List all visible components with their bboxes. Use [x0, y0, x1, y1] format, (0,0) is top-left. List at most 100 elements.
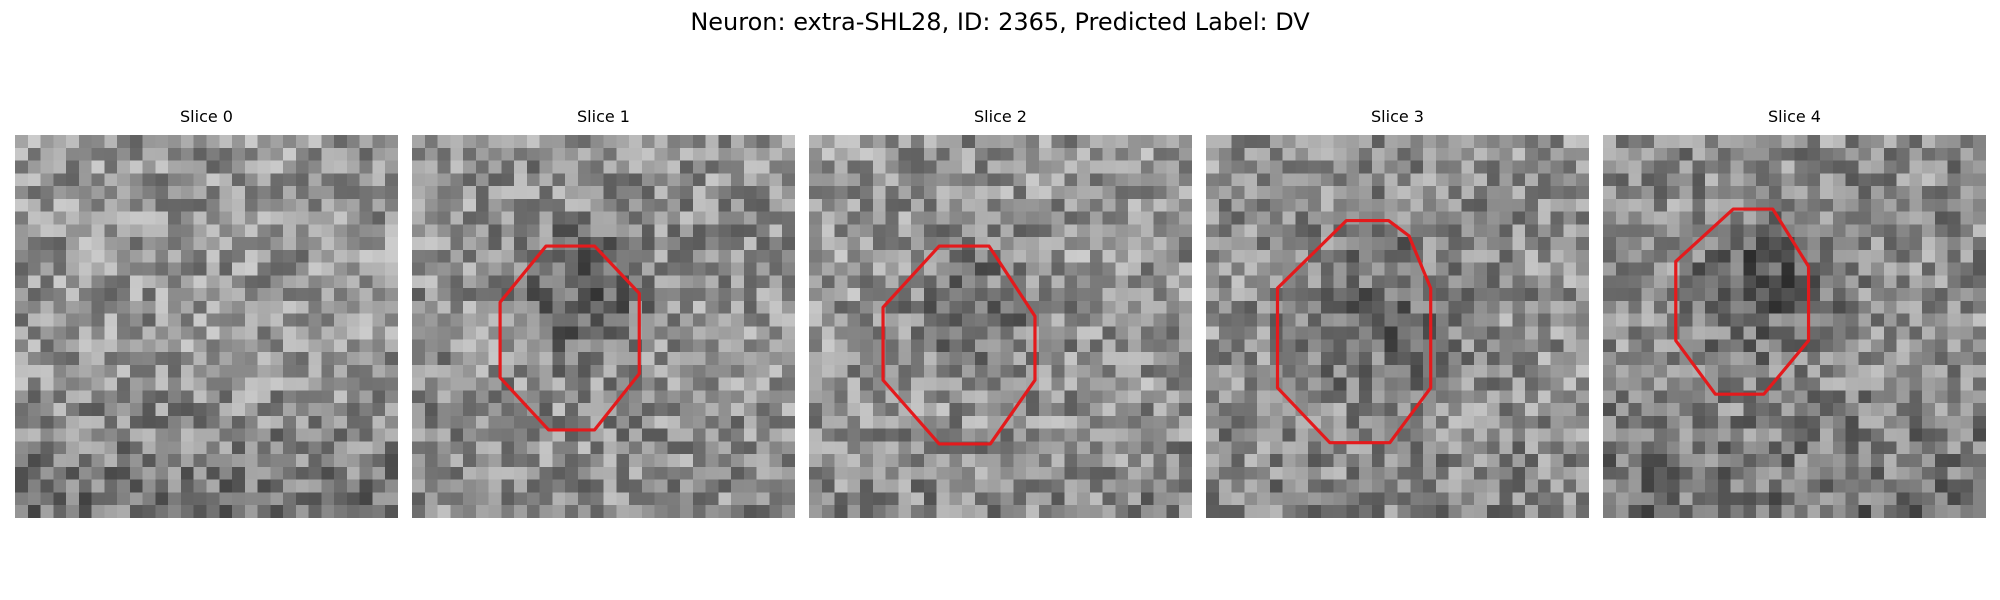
image-pixel [359, 135, 373, 149]
image-pixel [949, 262, 963, 276]
image-pixel [885, 505, 899, 518]
image-pixel [206, 275, 220, 289]
image-pixel [1525, 262, 1539, 276]
image-pixel [257, 160, 271, 174]
image-pixel [974, 160, 988, 174]
image-pixel [372, 326, 386, 340]
image-pixel [372, 288, 386, 302]
image-pixel [1692, 288, 1706, 302]
image-pixel [1960, 390, 1974, 404]
image-pixel [1947, 288, 1961, 302]
image-pixel [577, 249, 591, 263]
image-pixel [1371, 288, 1385, 302]
image-pixel [359, 211, 373, 225]
image-pixel [1654, 211, 1668, 225]
image-pixel [372, 377, 386, 391]
image-pixel [1679, 352, 1693, 366]
image-pixel [1038, 313, 1052, 327]
image-pixel [1794, 428, 1808, 442]
image-pixel [987, 186, 1001, 200]
image-pixel [1883, 249, 1897, 263]
image-pixel [180, 479, 194, 493]
image-pixel [1512, 479, 1526, 493]
image-pixel [1295, 160, 1309, 174]
image-pixel [1794, 275, 1808, 289]
image-pixel [1257, 390, 1271, 404]
image-pixel [27, 249, 41, 263]
image-pixel [1218, 479, 1232, 493]
image-pixel [1140, 415, 1154, 429]
image-pixel [308, 173, 322, 187]
image-pixel [1512, 262, 1526, 276]
image-pixel [1244, 505, 1258, 518]
image-pixel [590, 160, 604, 174]
image-pixel [270, 249, 284, 263]
image-pixel [437, 211, 451, 225]
image-pixel [705, 505, 719, 518]
image-pixel [1603, 466, 1617, 480]
image-pixel [1550, 441, 1564, 455]
image-pixel [1206, 300, 1220, 314]
image-pixel [1960, 428, 1974, 442]
image-pixel [1295, 377, 1309, 391]
image-pixel [385, 505, 398, 518]
image-pixel [66, 403, 80, 417]
image-pixel [860, 173, 874, 187]
image-pixel [1525, 160, 1539, 174]
image-pixel [885, 147, 899, 161]
image-pixel [1153, 249, 1167, 263]
image-pixel [117, 352, 131, 366]
image-pixel [15, 275, 29, 289]
image-pixel [1051, 339, 1065, 353]
image-pixel [692, 237, 706, 251]
image-pixel [654, 428, 668, 442]
image-pixel [27, 262, 41, 276]
image-pixel [1512, 505, 1526, 518]
image-pixel [769, 415, 783, 429]
image-pixel [1218, 313, 1232, 327]
image-pixel [104, 275, 118, 289]
image-pixel [1384, 186, 1398, 200]
image-pixel [743, 249, 757, 263]
image-pixel [501, 262, 515, 276]
image-pixel [526, 326, 540, 340]
image-pixel [1756, 249, 1770, 263]
image-pixel [1845, 211, 1859, 225]
image-pixel [1679, 403, 1693, 417]
image-pixel [1563, 454, 1577, 468]
image-pixel [847, 492, 861, 506]
image-pixel [1909, 237, 1923, 251]
image-pixel [359, 147, 373, 161]
image-pixel [936, 173, 950, 187]
image-pixel [385, 313, 398, 327]
image-pixel [782, 147, 795, 161]
image-pixel [705, 186, 719, 200]
image-pixel [1871, 249, 1885, 263]
image-pixel [539, 275, 553, 289]
image-pixel [1346, 173, 1360, 187]
image-pixel [936, 352, 950, 366]
image-pixel [526, 466, 540, 480]
image-pixel [1499, 441, 1513, 455]
image-pixel [1333, 147, 1347, 161]
image-pixel [1692, 403, 1706, 417]
image-pixel [1295, 173, 1309, 187]
image-pixel [692, 364, 706, 378]
image-pixel [1410, 505, 1424, 518]
image-pixel [769, 364, 783, 378]
image-pixel [1705, 262, 1719, 276]
image-pixel [1397, 403, 1411, 417]
image-pixel [1909, 249, 1923, 263]
image-pixel [1461, 492, 1475, 506]
image-pixel [629, 211, 643, 225]
image-pixel [1628, 288, 1642, 302]
image-pixel [718, 390, 732, 404]
image-pixel [1717, 135, 1731, 149]
image-pixel [1397, 237, 1411, 251]
image-pixel [705, 403, 719, 417]
image-pixel [860, 466, 874, 480]
image-pixel [40, 313, 54, 327]
image-pixel [27, 147, 41, 161]
image-pixel [321, 428, 335, 442]
image-pixel [155, 160, 169, 174]
